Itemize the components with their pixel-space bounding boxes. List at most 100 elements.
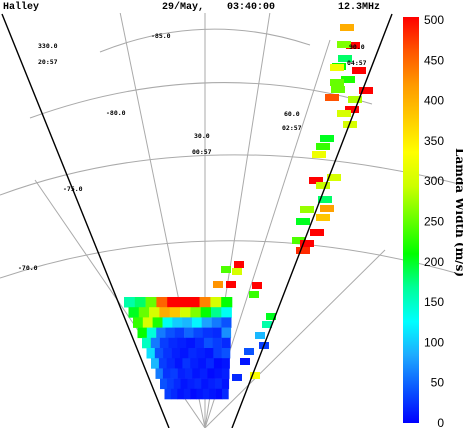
range-gate-cell xyxy=(320,205,334,212)
range-gate-cell xyxy=(337,110,351,117)
range-gate-cell xyxy=(156,297,168,308)
range-gate-cell xyxy=(142,337,152,349)
range-gate-cell xyxy=(221,348,231,359)
range-gate-cell xyxy=(168,337,178,349)
range-gate-cell xyxy=(152,317,163,328)
colorbar-tick-label: 500 xyxy=(424,13,444,27)
range-gate-cell xyxy=(221,327,232,339)
range-gate-cell xyxy=(296,247,310,254)
range-gate-cell xyxy=(345,106,359,113)
lon-label-60: 60.0 xyxy=(284,110,300,118)
range-gate-cell xyxy=(214,368,223,379)
range-gate-cell xyxy=(174,327,185,339)
near-cluster xyxy=(124,297,233,400)
range-gate-cell xyxy=(166,358,175,369)
range-gate-cell xyxy=(325,94,339,101)
range-gate-cell xyxy=(185,368,193,379)
colorbar-tick-label: 350 xyxy=(424,134,444,148)
range-gate-cell xyxy=(312,151,326,158)
range-gate-cell xyxy=(160,378,168,390)
range-gate-cell xyxy=(149,307,160,318)
mlt-label-330: 20:57 xyxy=(38,58,58,66)
range-gate-cell xyxy=(348,96,362,103)
colorbar-tick-label: 300 xyxy=(424,174,444,188)
range-gate-cell xyxy=(203,337,213,349)
range-gate-cell xyxy=(221,307,232,318)
colorbar: 0 50 100 150 200 250 300 350 400 450 500 Lamda Wid… xyxy=(403,13,463,428)
far-beam xyxy=(292,24,373,254)
range-gate-cell xyxy=(211,317,222,328)
range-gate-cell xyxy=(162,368,171,379)
range-gate-cell xyxy=(210,297,222,308)
range-gate-cell xyxy=(159,337,169,349)
lon-label-30: 30.0 xyxy=(194,132,210,140)
colorbar-tick-label: 200 xyxy=(424,255,444,269)
range-gate-cell xyxy=(199,297,211,308)
range-gate-cell xyxy=(198,358,207,369)
lat-circle-70 xyxy=(0,240,463,279)
range-gate-cell xyxy=(165,327,176,339)
mlt-label-60: 02:57 xyxy=(282,124,302,132)
range-gate-cell xyxy=(330,64,344,71)
range-gate-cell xyxy=(330,79,344,86)
range-gate-cell xyxy=(173,378,181,390)
range-gate-cell xyxy=(212,327,222,339)
range-gate-cell xyxy=(201,378,209,390)
range-gate-cell xyxy=(190,358,199,369)
lat-label-80: -80.0 xyxy=(106,109,126,117)
header-frequency: 12.3MHz xyxy=(338,2,380,13)
range-gate-cell xyxy=(199,368,208,379)
range-gate-cell xyxy=(221,266,231,273)
range-gate-cell xyxy=(221,297,233,308)
range-gate-cell xyxy=(146,348,156,359)
range-gate-cell xyxy=(190,307,201,318)
range-gate-cell xyxy=(262,321,272,328)
header-band xyxy=(0,0,402,13)
lat-circle-75 xyxy=(0,154,463,196)
lat-circle-80 xyxy=(29,82,373,119)
range-gate-cell xyxy=(211,307,222,318)
range-gate-cell xyxy=(212,337,222,349)
range-gate-cell xyxy=(188,297,200,308)
meridian-6 xyxy=(204,249,386,428)
range-gate-cell xyxy=(221,378,230,390)
lat-label-75: -75.0 xyxy=(63,185,83,193)
range-gate-cell xyxy=(208,378,216,390)
range-gate-cell xyxy=(180,307,191,318)
range-gate-cell xyxy=(190,388,197,400)
range-gate-cell xyxy=(309,177,323,184)
range-gate-cell xyxy=(316,214,330,221)
range-gate-cell xyxy=(188,348,197,359)
range-gate-cell xyxy=(327,174,341,181)
range-gate-cell xyxy=(186,337,196,349)
header-time: 03:40:00 xyxy=(227,2,275,13)
range-gate-cell xyxy=(292,237,306,244)
range-gate-cell xyxy=(171,348,181,359)
range-gate-cell xyxy=(318,196,332,203)
range-gate-cell xyxy=(170,388,178,400)
range-gate-cell xyxy=(182,317,193,328)
range-gate-cell xyxy=(179,348,189,359)
range-gate-cell xyxy=(215,388,223,400)
range-gate-cell xyxy=(234,261,244,268)
range-gate-cell xyxy=(337,41,351,48)
colorbar-label: Lamda Width (m/s) xyxy=(453,148,463,277)
range-gate-cell xyxy=(159,307,170,318)
range-gate-cell xyxy=(213,281,223,288)
range-gate-cell xyxy=(193,327,204,339)
range-gate-cell xyxy=(154,348,164,359)
range-gate-cell xyxy=(201,317,212,328)
lon-label-330: 330.0 xyxy=(38,42,58,50)
lat-label-85: -85.0 xyxy=(151,32,171,40)
colorbar-ticks: 0 50 100 150 200 250 300 350 400 450 500 xyxy=(424,13,444,428)
lat-label-70: -70.0 xyxy=(18,264,38,272)
colorbar-tick-label: 100 xyxy=(424,335,444,349)
range-gate-cell xyxy=(177,337,187,349)
fov-left-edge xyxy=(1,13,170,428)
range-gate-cell xyxy=(191,317,202,328)
colorbar-tick-label: 250 xyxy=(424,215,444,229)
range-gate-cell xyxy=(202,388,210,400)
range-gate-cell xyxy=(310,229,324,236)
header-date: 29/May, xyxy=(162,1,204,13)
range-gate-cell xyxy=(250,372,260,379)
